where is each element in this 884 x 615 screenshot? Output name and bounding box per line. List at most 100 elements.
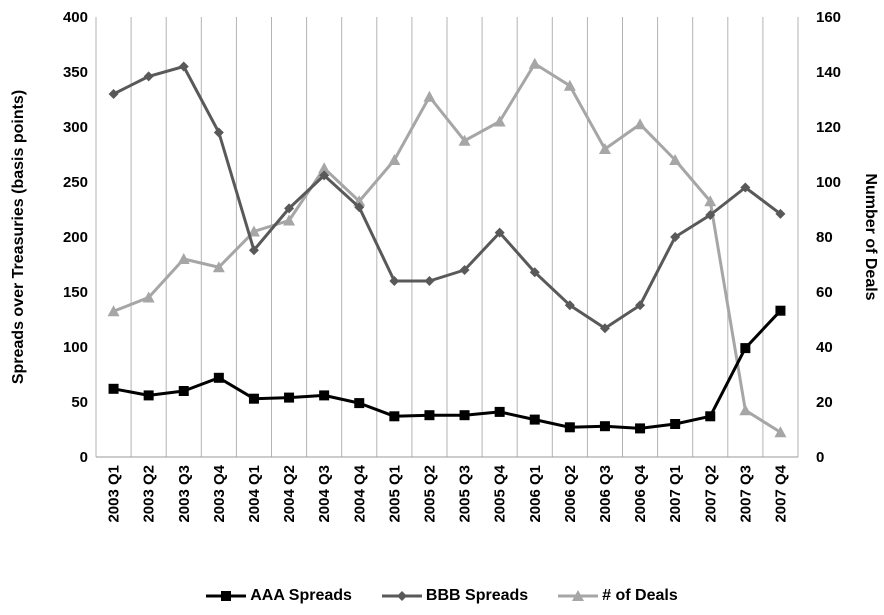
legend-label-deals: # of Deals — [602, 587, 678, 604]
data-point — [318, 162, 331, 174]
data-point — [388, 154, 401, 165]
data-point — [354, 398, 365, 409]
right-tick-label: 160 — [816, 9, 841, 26]
data-point — [493, 115, 506, 127]
right-tick-label: 80 — [816, 229, 833, 246]
x-tick-label: 2003 Q2 — [141, 465, 158, 523]
data-point — [459, 265, 470, 275]
data-point — [248, 245, 259, 256]
data-point — [739, 404, 752, 416]
data-point — [284, 203, 295, 214]
left-tick-label: 150 — [63, 284, 88, 301]
legend-swatch-aaa — [206, 591, 247, 601]
data-point — [528, 57, 541, 69]
data-point — [775, 305, 786, 316]
x-tick-label: 2007 Q3 — [737, 465, 754, 523]
data-point — [599, 421, 610, 432]
left-tick-label: 300 — [63, 119, 88, 136]
x-tick-label: 2003 Q3 — [176, 465, 193, 523]
data-point — [142, 291, 155, 303]
left-tick-label: 200 — [63, 229, 88, 246]
data-point — [635, 423, 646, 434]
data-point — [143, 71, 154, 82]
x-tick-label: 2004 Q3 — [316, 465, 333, 523]
data-point — [424, 276, 435, 286]
data-point — [494, 227, 505, 238]
x-tick-label: 2004 Q4 — [351, 464, 368, 522]
data-point — [704, 195, 717, 207]
right-axis-title: Number of Deals — [862, 173, 879, 300]
data-point — [178, 61, 189, 72]
x-tick-label: 2007 Q2 — [702, 465, 719, 523]
left-tick-label: 0 — [80, 449, 88, 466]
right-tick-label: 20 — [816, 394, 833, 411]
left-tick-label: 400 — [63, 9, 88, 26]
x-tick-label: 2005 Q1 — [386, 465, 403, 523]
data-point — [563, 79, 576, 91]
data-point — [178, 386, 189, 396]
data-point — [284, 392, 295, 403]
data-point — [248, 393, 259, 404]
data-point — [774, 426, 787, 438]
data-point — [177, 253, 190, 264]
data-point — [423, 90, 436, 102]
series-aaa-spreads — [108, 305, 786, 434]
data-point — [670, 232, 681, 242]
data-point — [564, 422, 575, 433]
data-point — [319, 170, 330, 181]
data-point — [108, 383, 119, 394]
legend-item-bbb: BBB Spreads — [381, 587, 528, 605]
x-tick-label: 2006 Q3 — [597, 465, 614, 523]
series-layer — [107, 57, 787, 438]
data-point — [459, 410, 470, 421]
right-tick-label: 140 — [816, 64, 841, 81]
data-point — [635, 300, 646, 311]
right-axis-ticks: 0 20 40 60 80 100 120 140 160 — [816, 9, 841, 466]
vertical-gridlines — [95, 17, 799, 457]
x-tick-label: 2007 Q4 — [772, 464, 789, 522]
x-tick-label: 2007 Q1 — [667, 465, 684, 523]
x-tick-label: 2003 Q1 — [106, 465, 123, 523]
x-tick-label: 2005 Q4 — [492, 464, 509, 522]
x-tick-label: 2006 Q4 — [632, 464, 649, 522]
x-tick-label: 2004 Q1 — [246, 465, 263, 523]
data-point — [354, 202, 365, 213]
data-point — [213, 372, 224, 383]
data-point — [529, 267, 540, 278]
series-bbb-spreads — [108, 61, 786, 334]
series-line — [112, 65, 782, 330]
x-tick-label: 2005 Q3 — [457, 465, 474, 523]
data-point — [740, 343, 751, 354]
data-point — [564, 300, 575, 311]
right-tick-label: 60 — [816, 284, 833, 301]
data-point — [740, 182, 751, 193]
x-tick-label: 2006 Q1 — [527, 465, 544, 523]
x-tick-label: 2006 Q2 — [562, 465, 579, 523]
left-axis-ticks: 0 50 100 150 200 250 300 350 400 — [63, 9, 88, 466]
data-point — [598, 143, 611, 154]
data-point — [705, 210, 716, 220]
x-tick-label: 2005 Q2 — [421, 465, 438, 523]
x-axis-ticks: 2003 Q1 2003 Q2 2003 Q3 2003 Q4 2004 Q1 2004 … — [106, 464, 790, 522]
data-point — [107, 305, 120, 317]
data-point — [108, 89, 119, 99]
series-line — [113, 309, 782, 430]
data-point — [212, 261, 225, 273]
right-tick-label: 40 — [816, 339, 833, 356]
data-point — [389, 276, 400, 286]
left-tick-label: 350 — [63, 64, 88, 81]
data-point — [494, 406, 505, 417]
x-tick-label: 2004 Q2 — [281, 465, 298, 523]
right-tick-label: 120 — [816, 119, 841, 136]
data-point — [247, 225, 260, 237]
data-point — [143, 390, 154, 401]
left-tick-label: 50 — [71, 394, 88, 411]
legend-item-aaa: AAA Spreads — [206, 587, 352, 605]
legend-label-aaa: AAA Spreads — [250, 587, 352, 604]
data-point — [529, 414, 540, 425]
series-line — [113, 62, 782, 434]
data-point — [213, 127, 224, 138]
data-point — [634, 118, 647, 130]
data-point — [599, 323, 610, 334]
